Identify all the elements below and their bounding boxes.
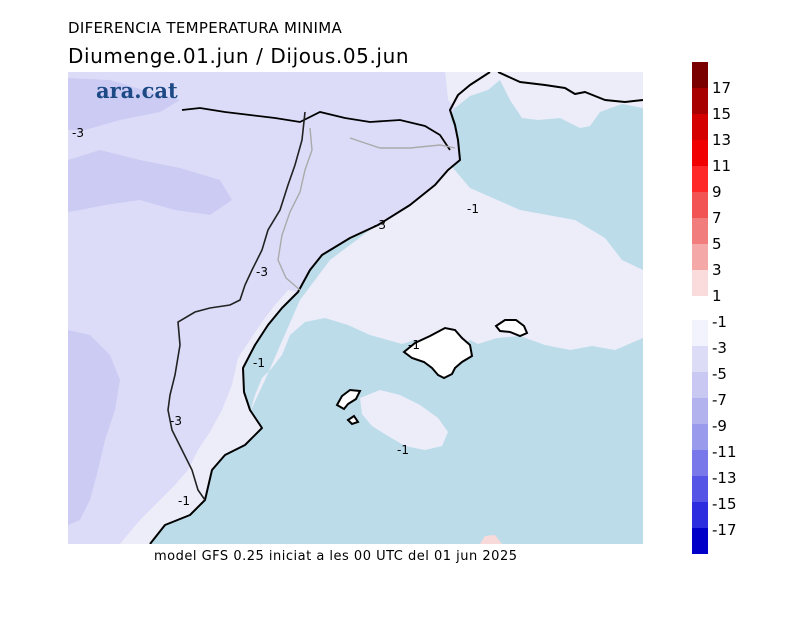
contour-label: -1 <box>253 356 265 370</box>
contour-label: -3 <box>72 126 84 140</box>
land-patch-minus5-north <box>68 78 180 130</box>
land-patch-minus5-west <box>68 150 232 215</box>
contour-label: -1 <box>467 202 479 216</box>
border-andorra <box>277 127 456 291</box>
island-mallorca <box>402 326 474 380</box>
ara-cat-logo: ara.cat <box>96 78 178 103</box>
contour-label: -1 <box>178 494 190 508</box>
sea-band-minus1-north <box>445 72 643 128</box>
island-formentera <box>346 414 360 426</box>
contour-label: -3 <box>374 218 386 232</box>
coastline <box>149 72 643 544</box>
model-footnote: model GFS 0.25 iniciat a les 00 UTC del … <box>154 549 518 564</box>
positive-patch-south <box>480 535 502 544</box>
border-aragon-catalonia <box>167 111 306 501</box>
contour-label: -1 <box>397 443 409 457</box>
contour-label: -3 <box>256 265 268 279</box>
date-range-subtitle: Diumenge.01.jun / Dijous.05.jun <box>68 44 410 68</box>
sea-band-minus1-pitiusas <box>360 390 448 450</box>
contour-label: -1 <box>408 338 420 352</box>
land-patch-minus5-south <box>68 330 120 525</box>
border-france-spain <box>181 107 451 151</box>
map-title: DIFERENCIA TEMPERATURA MINIMA <box>68 19 343 37</box>
island-ibiza <box>335 388 362 411</box>
island-menorca <box>494 319 529 338</box>
sea-band-minus1-central <box>250 162 643 412</box>
contour-label: -3 <box>170 414 182 428</box>
